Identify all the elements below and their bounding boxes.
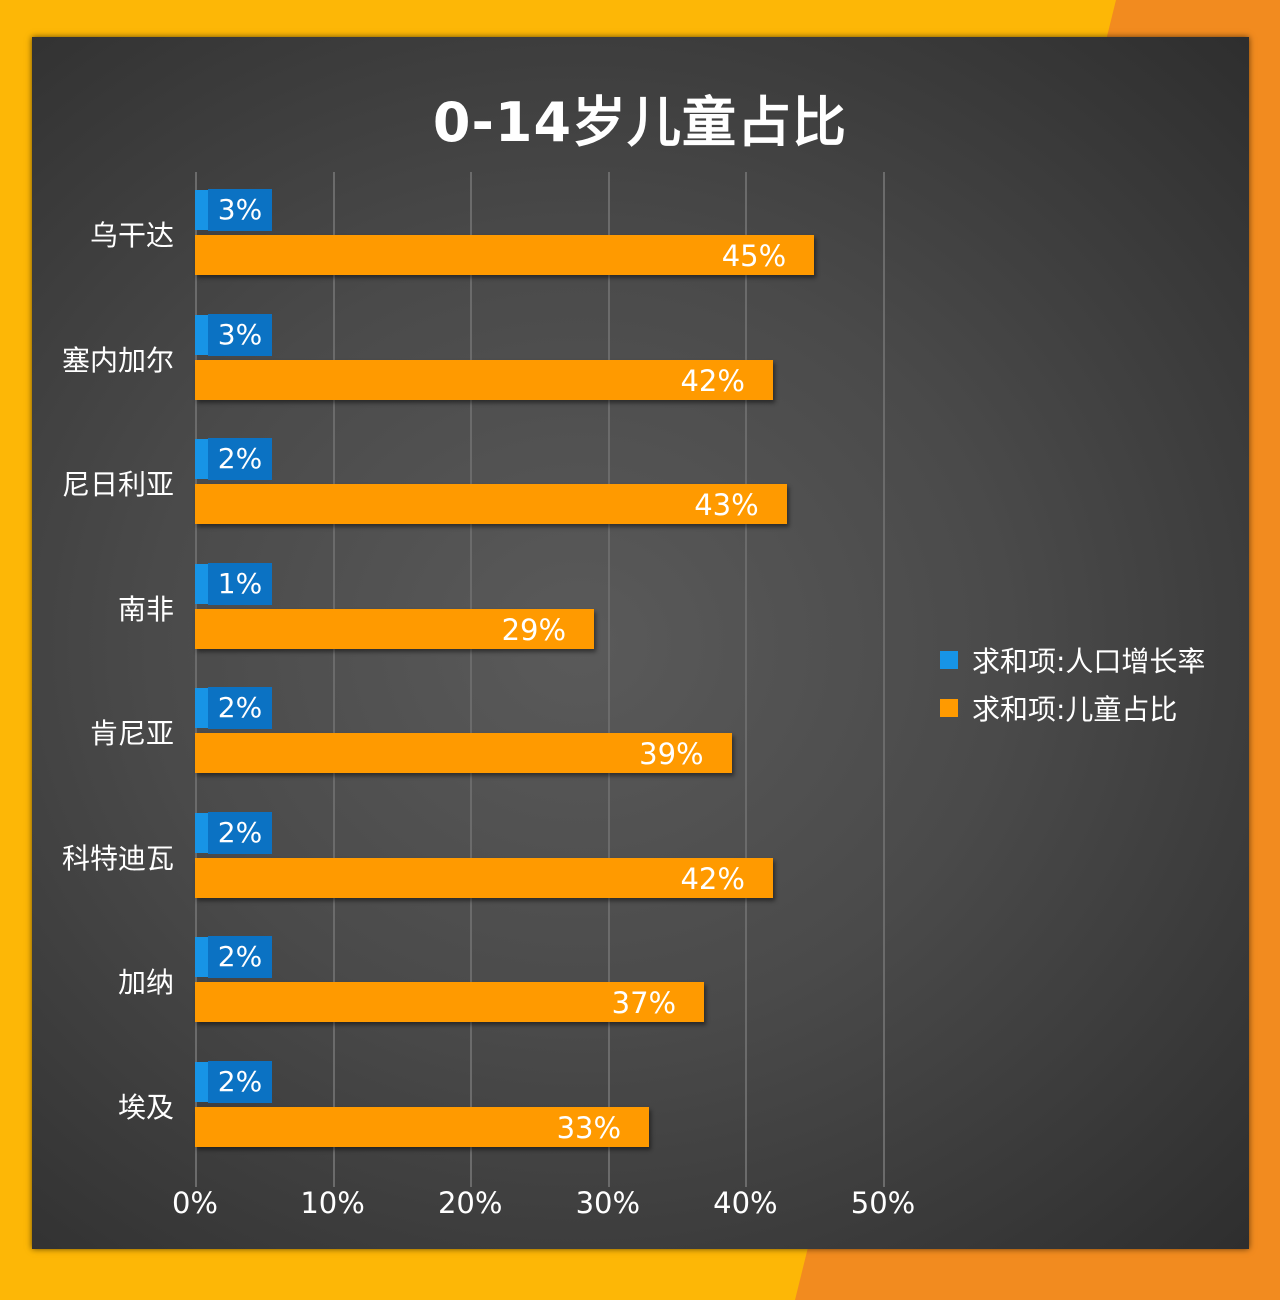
legend-item-children[interactable]: 求和项:儿童占比 [940,684,1205,732]
bar-growth-rate[interactable] [195,563,212,604]
bar-children-share-label: 39% [639,737,704,771]
bar-growth-rate-label: 3% [208,189,272,231]
bar-growth-rate-label: 1% [208,562,272,605]
category-label: 肯尼亚 [89,717,174,750]
bar-children-share[interactable]: 42% [195,359,773,400]
gridline [332,172,335,1187]
category-label: 乌干达 [89,219,174,252]
x-tick-label: 50% [850,1186,916,1220]
bar-children-share[interactable]: 43% [195,484,787,524]
gridline [745,172,748,1187]
bar-children-share-label: 42% [680,363,745,398]
bar-children-share[interactable]: 33% [195,1106,650,1147]
legend-label: 求和项:儿童占比 [972,693,1178,726]
category-label: 南非 [117,592,174,626]
bar-growth-rate-label: 2% [208,1060,272,1103]
bar-children-share[interactable]: 45% [195,235,815,275]
category-label: 埃及 [117,1090,174,1124]
category-label: 加纳 [117,966,174,999]
gridline [470,172,473,1187]
bar-growth-rate-label: 3% [208,313,272,356]
gridline [607,172,610,1187]
bar-children-share[interactable]: 29% [195,608,595,649]
legend-label: 求和项:人口增长率 [972,645,1206,678]
bar-children-share-label: 37% [611,986,677,1020]
category-label: 塞内加尔 [61,343,174,377]
legend-swatch-blue-icon [940,651,958,669]
x-tick-label: 30% [575,1186,641,1220]
x-tick-label: 0% [171,1186,218,1220]
x-tick-label: 40% [713,1186,778,1220]
legend: 求和项:人口增长率 求和项:儿童占比 [940,636,1205,732]
legend-item-growth[interactable]: 求和项:人口增长率 [940,636,1205,684]
bar-growth-rate-label: 2% [208,438,272,480]
gridline [883,172,885,1187]
bar-children-share[interactable]: 39% [195,733,732,773]
x-tick-label: 20% [437,1186,503,1220]
legend-swatch-orange-icon [940,699,958,717]
gridline [195,172,197,1187]
bar-growth-rate-label: 2% [208,687,272,729]
bar-children-share-label: 45% [721,239,787,273]
bar-children-share-label: 43% [694,488,759,522]
bar-growth-rate-label: 2% [208,811,272,854]
x-tick-label: 10% [300,1186,365,1220]
chart-title: 0-14岁儿童占比 [432,91,848,154]
category-label: 尼日利亚 [61,468,174,501]
bar-growth-rate-label: 2% [208,936,272,978]
category-label: 科特迪瓦 [61,841,174,875]
bar-children-share[interactable]: 37% [195,982,705,1022]
bar-children-share[interactable]: 42% [195,857,773,898]
bar-children-share-label: 42% [680,861,745,896]
bar-children-share-label: 33% [556,1110,622,1145]
bar-children-share-label: 29% [501,612,567,647]
